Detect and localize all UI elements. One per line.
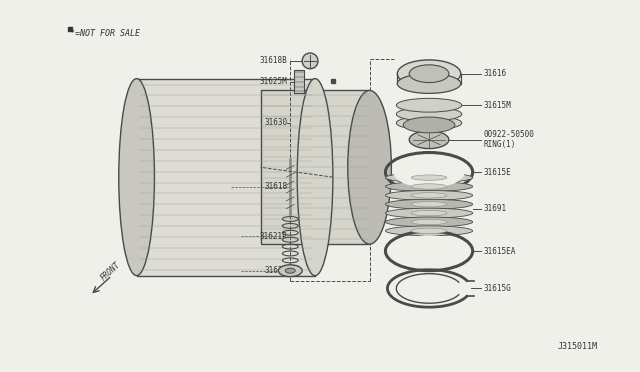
Text: 31639: 31639	[264, 266, 287, 275]
Ellipse shape	[412, 228, 447, 234]
Ellipse shape	[385, 199, 473, 209]
Text: 31630: 31630	[264, 118, 287, 128]
Text: 31621P: 31621P	[260, 232, 287, 241]
Ellipse shape	[397, 60, 461, 87]
Ellipse shape	[385, 226, 473, 236]
Ellipse shape	[397, 74, 461, 93]
Text: J315011M: J315011M	[558, 343, 598, 352]
Ellipse shape	[394, 235, 465, 267]
Text: 31618B: 31618B	[260, 57, 287, 65]
Ellipse shape	[385, 182, 473, 192]
Ellipse shape	[278, 265, 302, 277]
Ellipse shape	[409, 65, 449, 83]
Ellipse shape	[396, 107, 461, 121]
FancyBboxPatch shape	[294, 70, 304, 93]
Ellipse shape	[412, 175, 447, 180]
Text: 31625M: 31625M	[260, 77, 287, 86]
Ellipse shape	[302, 53, 318, 69]
Ellipse shape	[385, 217, 473, 227]
Ellipse shape	[285, 268, 295, 273]
Ellipse shape	[297, 78, 333, 276]
Ellipse shape	[396, 116, 461, 130]
Text: RING(1): RING(1)	[484, 140, 516, 149]
Text: 31691: 31691	[484, 204, 507, 213]
Ellipse shape	[412, 219, 447, 225]
Text: FRONT: FRONT	[99, 260, 122, 283]
Text: 31615E: 31615E	[484, 168, 511, 177]
Text: 31618: 31618	[264, 183, 287, 192]
Ellipse shape	[412, 211, 447, 216]
Ellipse shape	[348, 90, 392, 244]
Text: 31615EA: 31615EA	[484, 247, 516, 256]
Ellipse shape	[412, 184, 447, 189]
Ellipse shape	[385, 173, 473, 183]
Text: 31615G: 31615G	[484, 284, 511, 293]
Text: 31616: 31616	[484, 69, 507, 78]
Polygon shape	[260, 90, 369, 244]
Ellipse shape	[396, 98, 461, 112]
Text: 00922-50500: 00922-50500	[484, 130, 534, 139]
Ellipse shape	[403, 117, 455, 133]
Ellipse shape	[412, 193, 447, 198]
Ellipse shape	[394, 157, 465, 188]
Ellipse shape	[409, 131, 449, 148]
Text: 31615M: 31615M	[484, 101, 511, 110]
Ellipse shape	[412, 202, 447, 207]
Ellipse shape	[119, 78, 154, 276]
Ellipse shape	[385, 190, 473, 200]
Text: *=NOT FOR SALE: *=NOT FOR SALE	[70, 29, 140, 38]
Polygon shape	[136, 78, 315, 276]
Ellipse shape	[385, 208, 473, 218]
